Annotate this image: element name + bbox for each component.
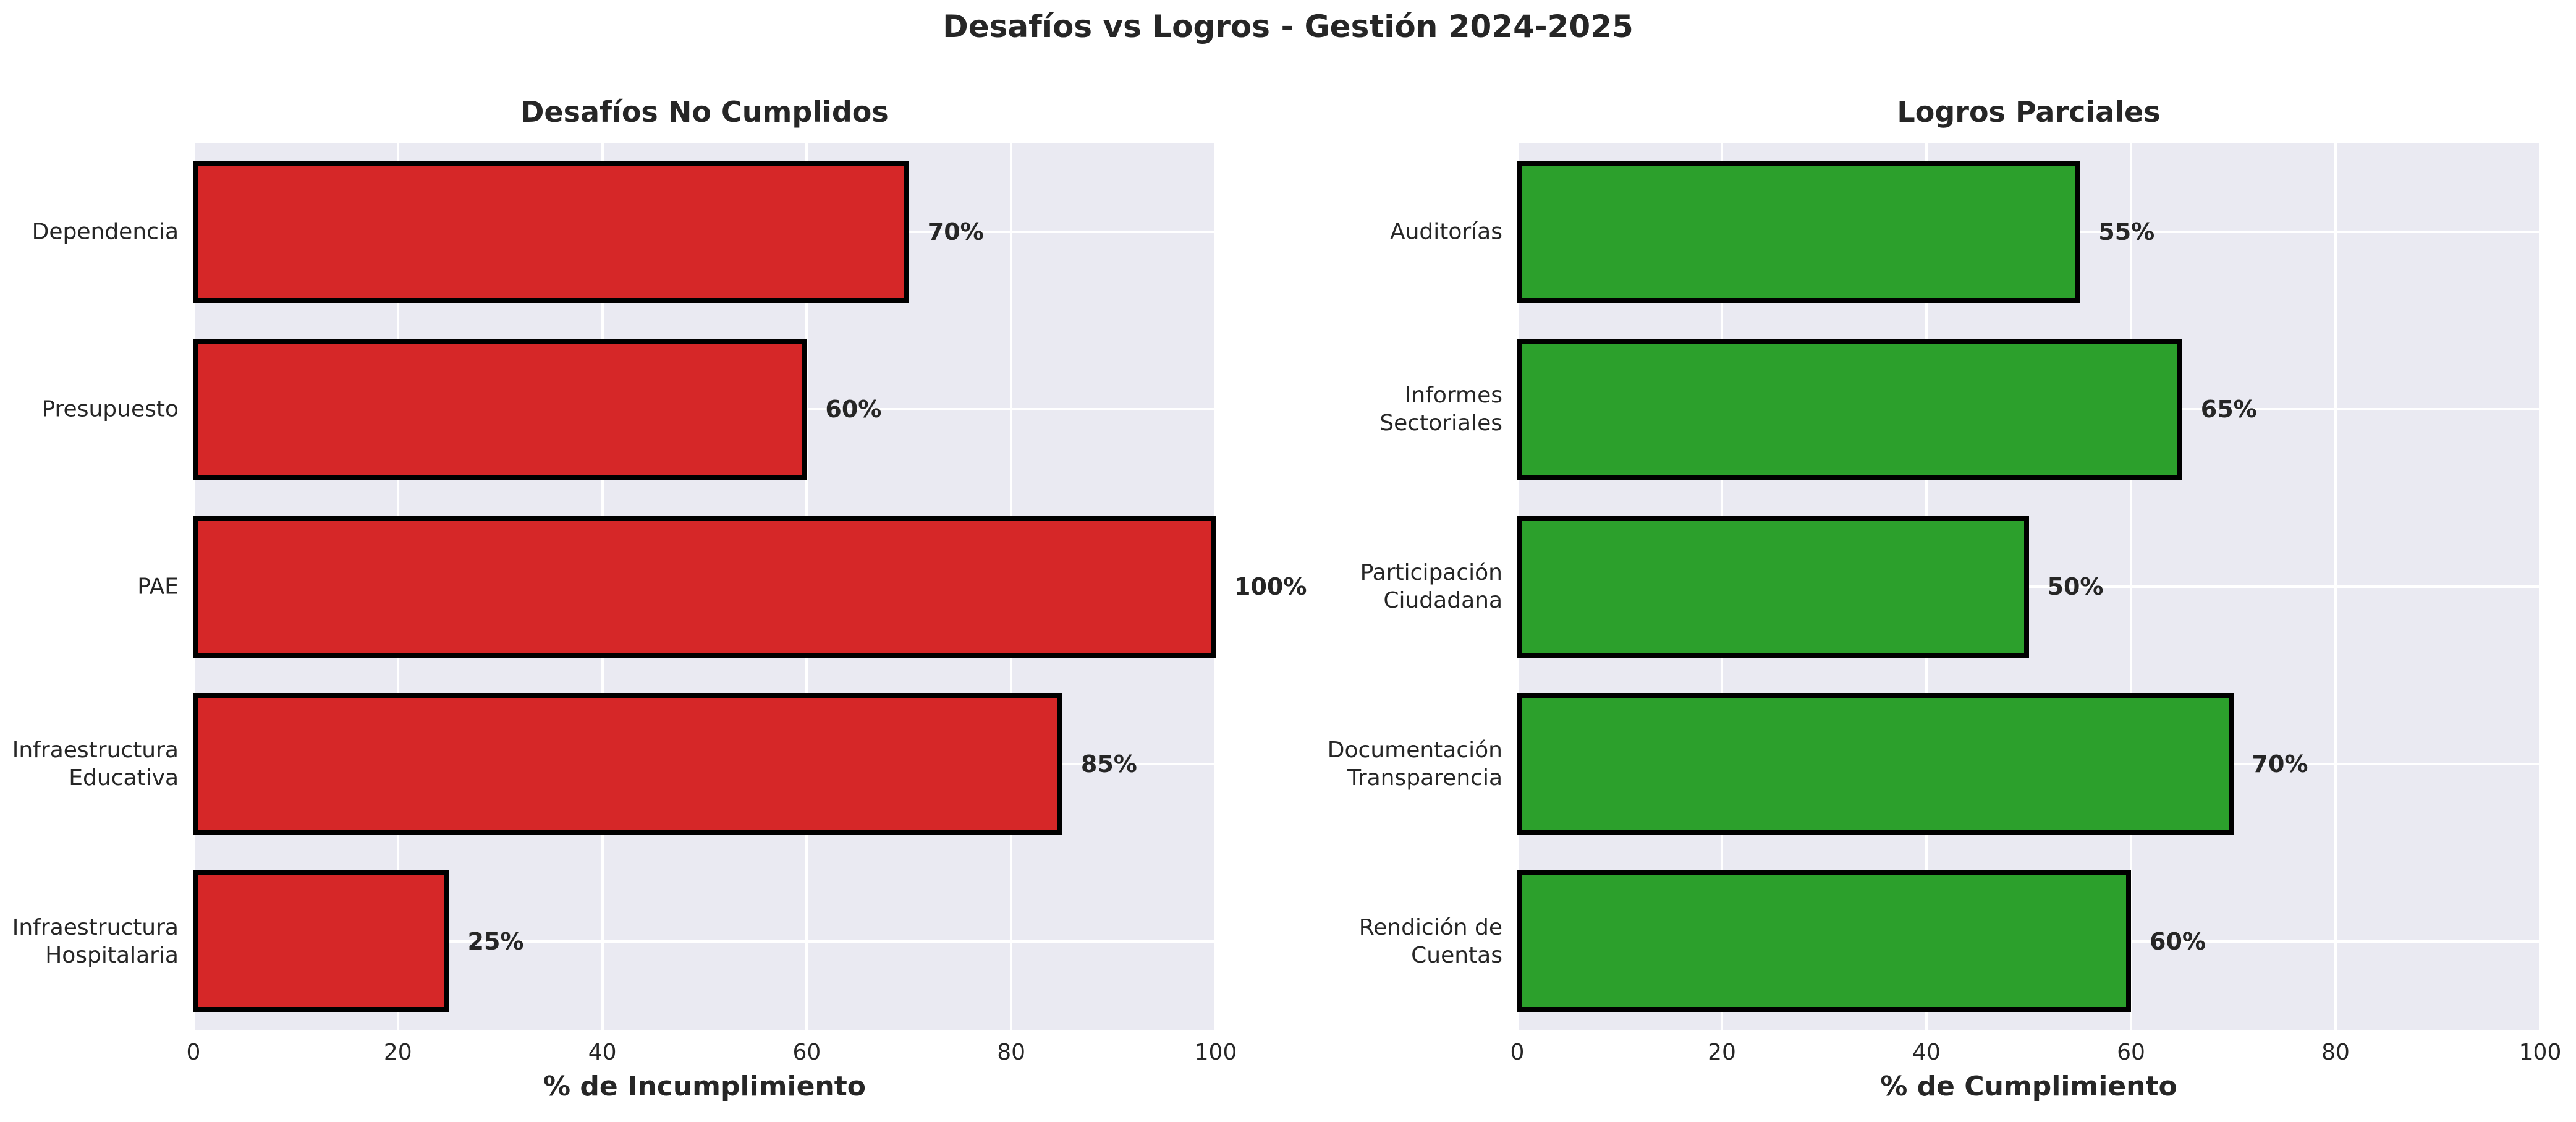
bar	[1517, 516, 2029, 658]
bar-value-label: 85%	[1080, 750, 1137, 778]
bar	[1517, 693, 2234, 835]
gridline-vertical	[2539, 143, 2541, 1030]
subplot-title-logros: Logros Parciales	[1897, 95, 2161, 129]
bar-value-label: 25%	[467, 927, 524, 955]
figure-title: Desafíos vs Logros - Gestión 2024-2025	[943, 9, 1633, 45]
y-tick-label: Participación Ciudadana	[1360, 560, 1502, 613]
bar	[1517, 339, 2182, 480]
gridline-horizontal	[193, 940, 1216, 943]
bar	[1517, 870, 2131, 1012]
subplot-title-desafios: Desafíos No Cumplidos	[520, 95, 889, 129]
bar-value-label: 60%	[2150, 927, 2206, 955]
x-tick-label: 40	[1912, 1040, 1941, 1065]
y-tick-label: PAE	[137, 574, 179, 600]
y-tick-label: Presupuesto	[41, 396, 179, 422]
x-tick-label: 100	[2519, 1040, 2562, 1065]
y-tick-label: Rendición de Cuentas	[1358, 914, 1502, 968]
bar	[1517, 161, 2080, 303]
bar-value-label: 70%	[927, 218, 984, 246]
subplot-logros-parciales: Logros Parciales 0 20 40 60 80 100 55% Auditorí…	[1328, 0, 2562, 1122]
gridline-horizontal	[1517, 585, 2540, 588]
y-tick-label: Auditorías	[1389, 219, 1502, 245]
x-tick-label: 0	[1510, 1040, 1525, 1065]
x-tick-label: 0	[186, 1040, 201, 1065]
y-tick-label: Informes Sectoriales	[1379, 383, 1502, 436]
bar	[193, 339, 807, 480]
x-tick-label: 20	[383, 1040, 412, 1065]
x-tick-label: 60	[2117, 1040, 2145, 1065]
plot-area-desafios: 0 20 40 60 80 100 70% Dependencia 60% Presupuesto…	[12, 143, 1307, 1065]
y-tick-label: Infraestructura Educativa	[12, 737, 179, 791]
x-tick-label: 20	[1708, 1040, 1736, 1065]
bar	[193, 516, 1216, 658]
y-tick-label: Documentación Transparencia	[1327, 737, 1502, 791]
x-tick-label: 60	[792, 1040, 821, 1065]
bar	[193, 870, 449, 1012]
bar	[193, 693, 1062, 835]
gridline-vertical	[1214, 143, 1217, 1030]
plot-area-logros: 0 20 40 60 80 100 55% Auditorías 65% Informes Sec…	[1328, 143, 2561, 1065]
y-tick-label: Infraestructura Hospitalaria	[12, 914, 179, 968]
y-tick-label: Dependencia	[32, 219, 179, 245]
x-tick-label: 80	[2321, 1040, 2350, 1065]
bar-value-label: 70%	[2252, 750, 2308, 778]
bar-value-label: 55%	[2098, 218, 2155, 246]
x-tick-label: 100	[1194, 1040, 1237, 1065]
subplot-desafios-no-cumplidos: Desafíos No Cumplidos 0 20 40 60 80 100 70% Dep…	[12, 0, 1307, 1122]
bar-value-label: 65%	[2200, 396, 2257, 423]
bar-value-label: 100%	[1234, 573, 1307, 600]
x-tick-label: 40	[588, 1040, 617, 1065]
bar-value-label: 50%	[2047, 573, 2104, 600]
bar	[193, 161, 909, 303]
bar-value-label: 60%	[825, 396, 882, 423]
x-tick-label: 80	[997, 1040, 1026, 1065]
x-axis-label-cumplimiento: % de Cumplimiento	[1880, 1071, 2177, 1102]
x-axis-label-incumplimiento: % de Incumplimiento	[543, 1071, 866, 1102]
